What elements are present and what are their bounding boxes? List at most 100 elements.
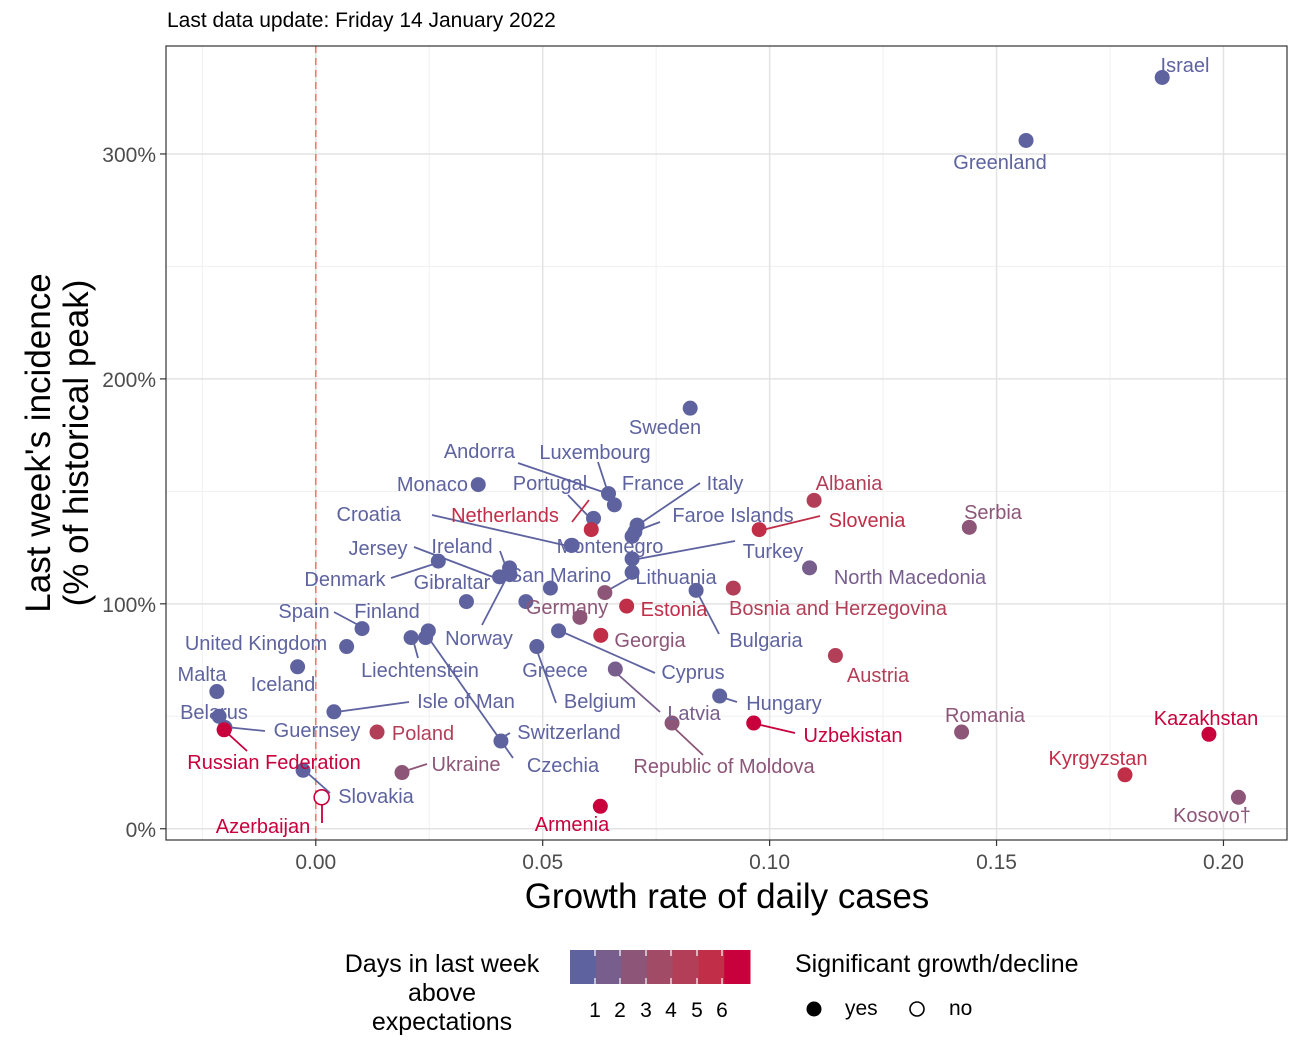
point-azerbaijan: [313, 788, 330, 806]
point-armenia: [592, 798, 608, 814]
point-georgia2: [593, 627, 609, 643]
leader-guernsey: [225, 726, 266, 732]
label-greenland: Greenland: [953, 152, 1046, 174]
label-malta: Malta: [178, 664, 228, 686]
point-romania: [954, 724, 970, 740]
leader-norway: [481, 574, 509, 626]
color-bar-segment: [724, 950, 751, 984]
color-bar-label: 6: [716, 999, 728, 1022]
color-bar-label: 1: [589, 999, 601, 1022]
label-isle-of-man: Isle of Man: [417, 691, 515, 713]
color-legend-title: Days in last week above expectations: [322, 950, 562, 1037]
leader-portugal: [567, 494, 591, 519]
y-tick-label: 200%: [102, 369, 156, 392]
color-bar-segment: [698, 950, 725, 984]
point-republic-of-moldova: [664, 715, 680, 731]
legend-marker-yes: [806, 1001, 822, 1017]
label-montenegro: Montenegro: [557, 536, 664, 558]
label-republic-of-moldova: Republic of Moldova: [633, 756, 815, 778]
label-greece: Greece: [522, 660, 588, 682]
point-ukraine: [394, 765, 410, 781]
color-bar-label: 3: [640, 999, 652, 1022]
point-portugal: [586, 510, 602, 526]
point-denmark: [430, 553, 446, 569]
label-austria: Austria: [847, 665, 910, 687]
label-ireland: Ireland: [431, 536, 492, 558]
leader-cyprus: [557, 629, 656, 674]
color-bar-segment: [621, 950, 648, 984]
point-austria: [827, 648, 843, 664]
point-lithuania: [624, 564, 640, 580]
point-greece: [518, 594, 534, 610]
label-uzbekistan: Uzbekistan: [804, 725, 903, 747]
axis-titles: Growth rate of daily cases Last week's i…: [19, 273, 929, 916]
color-legend-title-line3: expectations: [371, 1008, 513, 1036]
y-tick-label: 0%: [126, 819, 156, 842]
label-ukraine: Ukraine: [432, 754, 501, 776]
point-isle-of-man: [326, 704, 342, 720]
label-kazakhstan: Kazakhstan: [1154, 708, 1259, 730]
point-kosovo: [1230, 789, 1246, 805]
label-georgia: Georgia: [614, 630, 686, 652]
label-romania: Romania: [945, 705, 1026, 727]
point-north-macedonia: [802, 560, 818, 576]
label-slovenia: Slovenia: [829, 510, 907, 532]
point-kazakhstan: [1201, 726, 1217, 742]
x-tick-label: 0.00: [295, 851, 336, 874]
color-bar-segment: [570, 950, 597, 984]
leader-netherlands: [571, 499, 590, 523]
label-iceland: Iceland: [251, 674, 316, 696]
label-belgium: Belgium: [564, 691, 636, 713]
label-guernsey: Guernsey: [274, 720, 361, 742]
leader-andorra: [517, 462, 607, 494]
point-norway: [542, 580, 558, 596]
leader-croatia: [431, 514, 569, 547]
label-cyprus: Cyprus: [661, 662, 724, 684]
leader-turkey: [631, 540, 736, 561]
label-finland: Finland: [354, 601, 420, 623]
panel-border: [165, 45, 1288, 841]
leader-bulgaria: [695, 589, 720, 635]
label-turkey: Turkey: [743, 541, 803, 563]
point-czechia: [403, 630, 419, 646]
label-leader-lines: [223, 461, 821, 823]
shape-legend-no: no: [949, 997, 973, 1020]
point-bosnia-and-herzegovina: [725, 580, 741, 596]
leader-latvia: [612, 669, 661, 713]
y-axis-title-line2: (% of historical peak): [57, 280, 96, 607]
label-albania: Albania: [816, 473, 884, 495]
x-tick-label: 0.10: [749, 851, 790, 874]
color-bar-segment: [672, 950, 700, 984]
label-north-macedonia: North Macedonia: [834, 567, 987, 589]
label-slovakia: Slovakia: [338, 786, 414, 808]
label-san-marino: San Marino: [509, 565, 611, 587]
x-axis-title: Growth rate of daily cases: [525, 877, 930, 916]
point-serbia: [961, 519, 977, 535]
y-axis-title-line1: Last week's incidence: [19, 273, 58, 612]
label-serbia: Serbia: [964, 502, 1023, 524]
label-lithuania: Lithuania: [635, 567, 717, 589]
point-poland: [369, 724, 385, 740]
label-italy: Italy: [707, 473, 744, 495]
leader-italy: [637, 482, 701, 526]
shape-legend-yes: yes: [845, 997, 878, 1020]
point-san-marino: [502, 567, 518, 583]
data-points: [209, 69, 1246, 814]
label-luxembourg: Luxembourg: [539, 442, 650, 464]
point-russian-federation: [216, 722, 232, 738]
point-germany: [597, 585, 613, 601]
label-belarus: Belarus: [180, 702, 248, 724]
label-andorra: Andorra: [444, 441, 516, 463]
point-albania: [806, 492, 822, 508]
data-update-caption: Last data update: Friday 14 January 2022: [167, 9, 556, 32]
label-kosovo: Kosovo†: [1173, 805, 1251, 827]
label-jersey: Jersey: [349, 538, 408, 560]
label-latvia: Latvia: [667, 703, 721, 725]
label-spain: Spain: [278, 601, 329, 623]
label-bulgaria: Bulgaria: [729, 630, 803, 652]
label-gibraltar: Gibraltar: [414, 572, 491, 594]
leader-denmark: [390, 562, 438, 579]
shape-legend-title: Significant growth/decline: [795, 950, 1079, 978]
